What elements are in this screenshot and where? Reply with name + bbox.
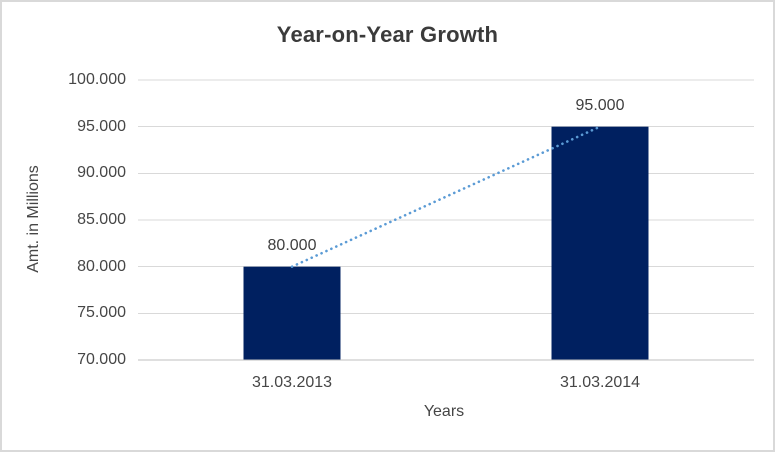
y-tick-label: 100.000	[68, 71, 126, 88]
y-tick-label: 80.000	[77, 257, 126, 275]
y-tick-label: 90.000	[77, 164, 126, 182]
bar-value-label: 95.000	[575, 96, 625, 114]
y-tick-label: 95.000	[77, 117, 126, 135]
x-category-label: 31.03.2013	[251, 374, 333, 391]
y-tick-label: 85.000	[77, 211, 126, 228]
bar-31.03.2013	[243, 266, 341, 360]
plot-area	[138, 79, 754, 361]
bar-value-label: 80.000	[267, 236, 317, 254]
trendline-dotted	[290, 125, 602, 268]
bar-31.03.2014	[551, 126, 649, 360]
x-category-label: 31.03.2014	[559, 374, 641, 391]
y-tick-label: 75.000	[77, 304, 126, 322]
chart-title: Year-on-Year Growth	[276, 22, 499, 47]
y-tick-label: 70.000	[77, 351, 126, 368]
x-axis-title: Years	[423, 403, 465, 420]
